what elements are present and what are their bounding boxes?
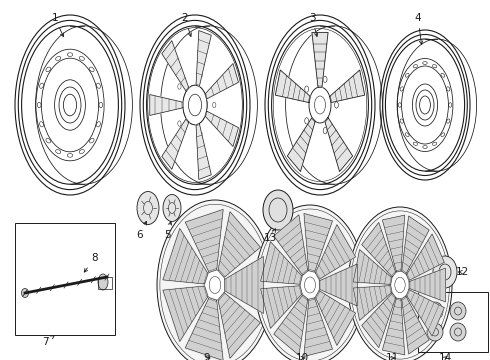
Polygon shape (362, 222, 396, 277)
Ellipse shape (335, 102, 339, 108)
Bar (98, 277, 112, 289)
Polygon shape (406, 289, 444, 336)
Text: 7: 7 (42, 336, 54, 347)
Ellipse shape (137, 192, 159, 225)
Ellipse shape (309, 87, 331, 123)
Text: 3: 3 (309, 13, 318, 36)
Polygon shape (362, 293, 396, 347)
Text: 12: 12 (455, 267, 468, 277)
Polygon shape (304, 298, 333, 356)
Polygon shape (382, 298, 405, 355)
Polygon shape (316, 291, 356, 345)
Polygon shape (185, 210, 223, 273)
Ellipse shape (183, 85, 207, 125)
Bar (418, 292, 488, 352)
Ellipse shape (63, 94, 76, 116)
Ellipse shape (427, 323, 443, 341)
Polygon shape (402, 216, 429, 274)
Polygon shape (150, 95, 183, 116)
Polygon shape (382, 215, 405, 272)
Text: 6: 6 (137, 221, 147, 240)
Text: 2: 2 (182, 13, 192, 36)
Polygon shape (402, 296, 429, 354)
Ellipse shape (98, 274, 108, 290)
Polygon shape (288, 117, 315, 171)
Text: 5: 5 (164, 221, 171, 240)
Polygon shape (163, 229, 208, 284)
Ellipse shape (348, 207, 452, 360)
Text: 11: 11 (385, 353, 399, 360)
Ellipse shape (450, 323, 466, 341)
Text: 4: 4 (415, 13, 423, 44)
Polygon shape (205, 111, 239, 147)
Polygon shape (185, 298, 223, 360)
Polygon shape (218, 293, 260, 358)
Text: 13: 13 (264, 229, 277, 243)
Ellipse shape (263, 190, 293, 230)
Text: 9: 9 (204, 353, 210, 360)
Ellipse shape (450, 302, 466, 320)
Polygon shape (319, 264, 357, 306)
Ellipse shape (163, 194, 181, 221)
Polygon shape (406, 234, 444, 280)
Ellipse shape (305, 86, 309, 92)
Polygon shape (312, 32, 328, 87)
Ellipse shape (157, 200, 273, 360)
Ellipse shape (419, 96, 430, 114)
Polygon shape (196, 31, 211, 86)
Ellipse shape (391, 271, 409, 299)
Polygon shape (261, 242, 302, 284)
Ellipse shape (427, 302, 443, 320)
Polygon shape (205, 63, 239, 99)
Text: 8: 8 (84, 253, 98, 272)
Polygon shape (225, 257, 264, 314)
Polygon shape (330, 70, 365, 103)
Polygon shape (316, 225, 356, 279)
Polygon shape (218, 212, 260, 278)
Polygon shape (275, 70, 310, 103)
Polygon shape (353, 285, 392, 320)
Polygon shape (162, 118, 189, 169)
Ellipse shape (323, 127, 327, 134)
Polygon shape (196, 123, 211, 179)
Ellipse shape (305, 118, 309, 124)
Ellipse shape (433, 256, 457, 288)
Polygon shape (409, 268, 445, 302)
Polygon shape (163, 286, 208, 342)
Bar (15, 223, 115, 335)
Polygon shape (353, 249, 392, 284)
Text: 14: 14 (439, 353, 452, 360)
Ellipse shape (22, 288, 28, 297)
Ellipse shape (204, 270, 225, 300)
Polygon shape (162, 41, 189, 91)
Polygon shape (274, 295, 308, 355)
Text: 10: 10 (295, 353, 309, 360)
Polygon shape (261, 286, 302, 328)
Polygon shape (304, 213, 333, 272)
Text: 1: 1 (51, 13, 64, 37)
Ellipse shape (255, 205, 365, 360)
Ellipse shape (300, 271, 320, 300)
Ellipse shape (323, 76, 327, 82)
Polygon shape (325, 117, 353, 171)
Polygon shape (274, 215, 308, 275)
